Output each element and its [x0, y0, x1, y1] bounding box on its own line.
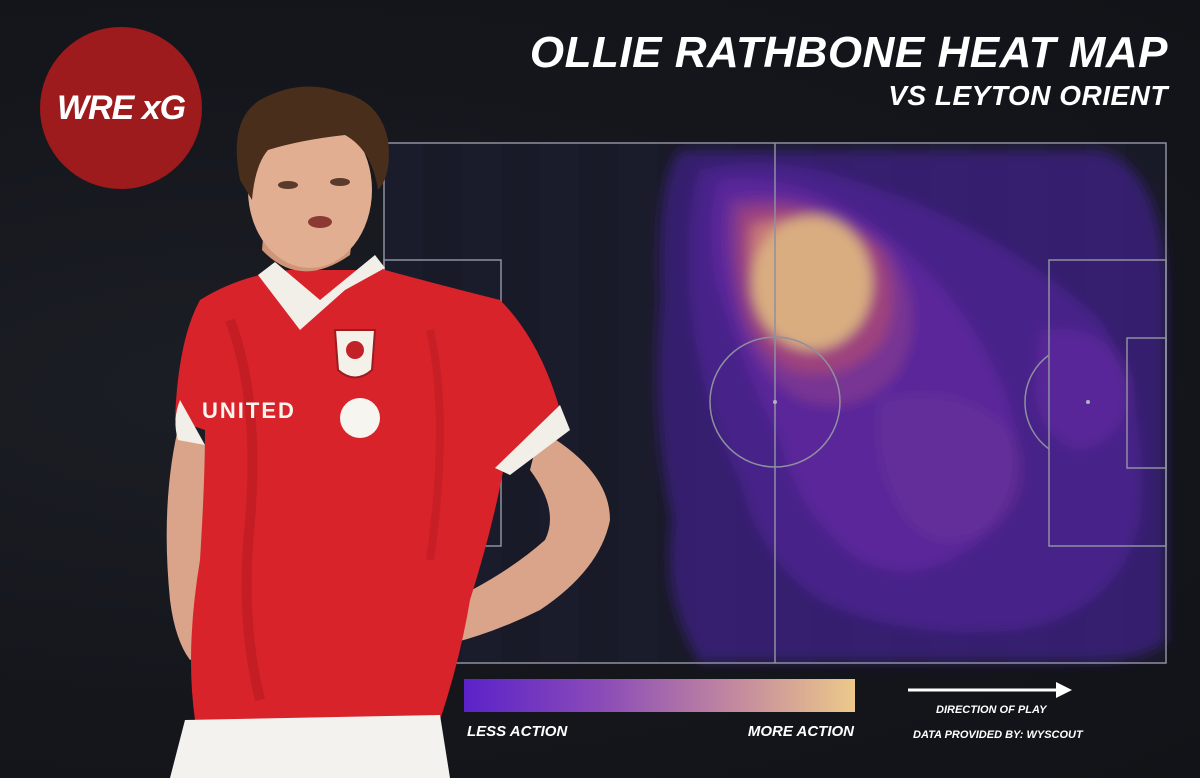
page-subtitle: VS LEYTON ORIENT [888, 80, 1168, 111]
white-shorts [170, 715, 450, 778]
red-shirt [175, 270, 560, 720]
data-source: DATA PROVIDED BY: WYSCOUT [913, 729, 1083, 741]
shirt-sponsor: UNITED [202, 398, 296, 423]
sponsor-globe-icon [340, 398, 380, 438]
white-collar [258, 255, 385, 330]
page-title: OLLIE RATHBONE HEAT MAP [529, 28, 1168, 77]
sleeve-cuff [495, 405, 570, 475]
player-hair [236, 86, 389, 200]
scale-high-label: MORE ACTION [747, 723, 854, 740]
direction-of-play-label: DIRECTION OF PLAY [936, 704, 1047, 716]
wrexg-logo: WRE xG [40, 27, 202, 189]
direction-arrow-icon [908, 682, 1072, 698]
player-face [248, 112, 372, 268]
heat-density [656, 150, 1167, 662]
scale-low-label: LESS ACTION [467, 723, 568, 740]
logo-text: WRE xG [56, 88, 186, 127]
heat-scale-bar [464, 679, 855, 712]
